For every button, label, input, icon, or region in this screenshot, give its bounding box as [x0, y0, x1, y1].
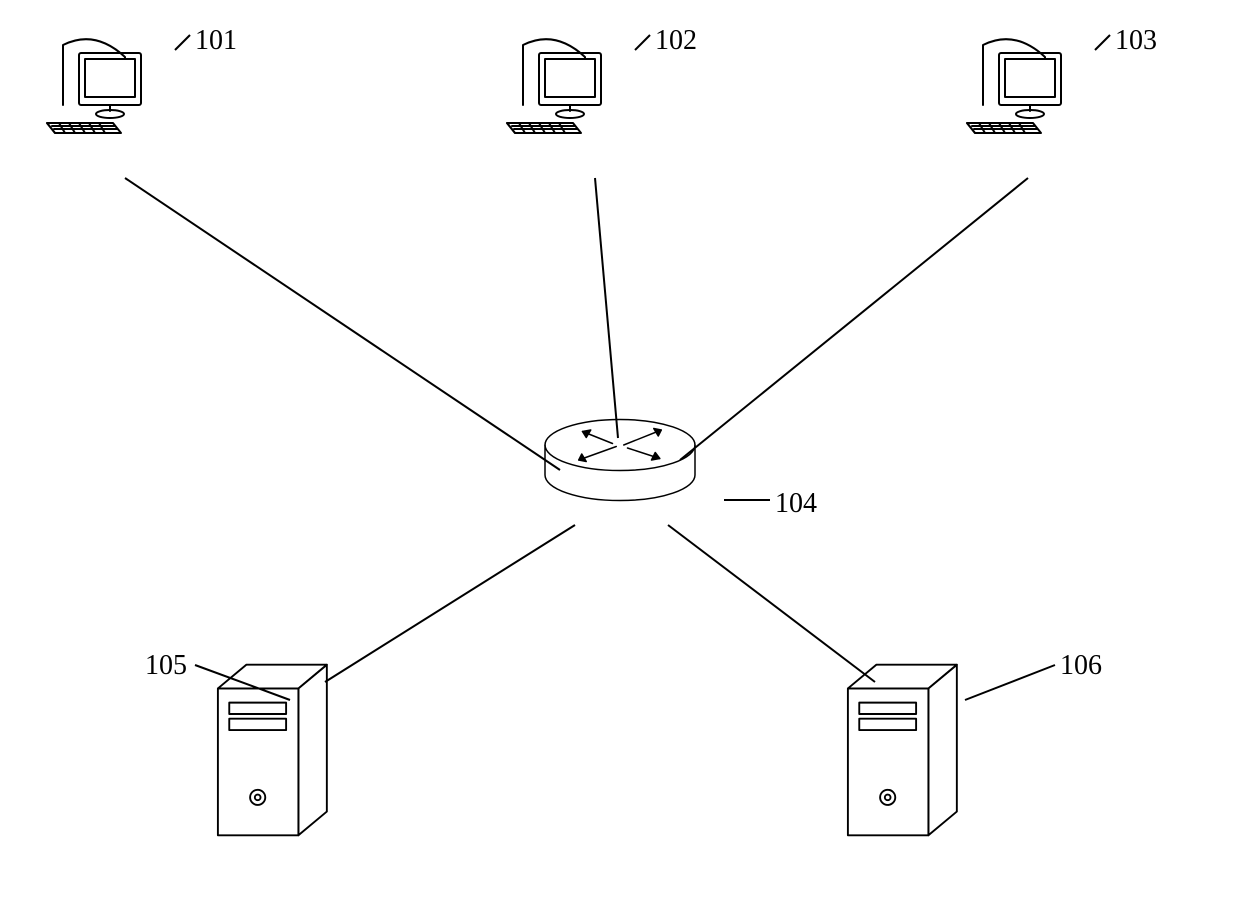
label-106: 106 — [1060, 650, 1102, 682]
server-icon — [835, 660, 965, 840]
server-node-105 — [205, 660, 335, 845]
computer-icon — [955, 35, 1085, 145]
leader-pc2 — [635, 35, 650, 50]
computer-node-101 — [35, 35, 165, 150]
diagram-canvas: 101 102 103 104 105 106 — [0, 0, 1240, 902]
leader-srv2 — [965, 665, 1055, 700]
link-srv2-router — [668, 525, 875, 682]
label-102: 102 — [655, 25, 697, 57]
computer-node-103 — [955, 35, 1085, 150]
computer-node-102 — [495, 35, 625, 150]
label-104: 104 — [775, 488, 817, 520]
server-icon — [205, 660, 335, 840]
computer-icon — [495, 35, 625, 145]
leader-pc3 — [1095, 35, 1110, 50]
link-pc3-router — [680, 178, 1028, 460]
router-icon — [515, 415, 725, 505]
server-node-106 — [835, 660, 965, 845]
router-node-104 — [515, 415, 725, 510]
link-pc2-router — [595, 178, 618, 438]
computer-icon — [35, 35, 165, 145]
link-srv1-router — [325, 525, 575, 682]
label-101: 101 — [195, 25, 237, 57]
label-105: 105 — [145, 650, 187, 682]
leader-pc1 — [175, 35, 190, 50]
link-pc1-router — [125, 178, 560, 470]
label-103: 103 — [1115, 25, 1157, 57]
